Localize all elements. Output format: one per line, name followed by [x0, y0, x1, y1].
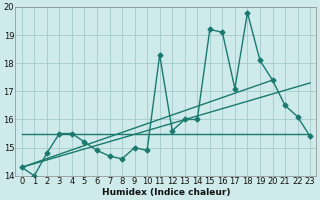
- X-axis label: Humidex (Indice chaleur): Humidex (Indice chaleur): [102, 188, 230, 197]
